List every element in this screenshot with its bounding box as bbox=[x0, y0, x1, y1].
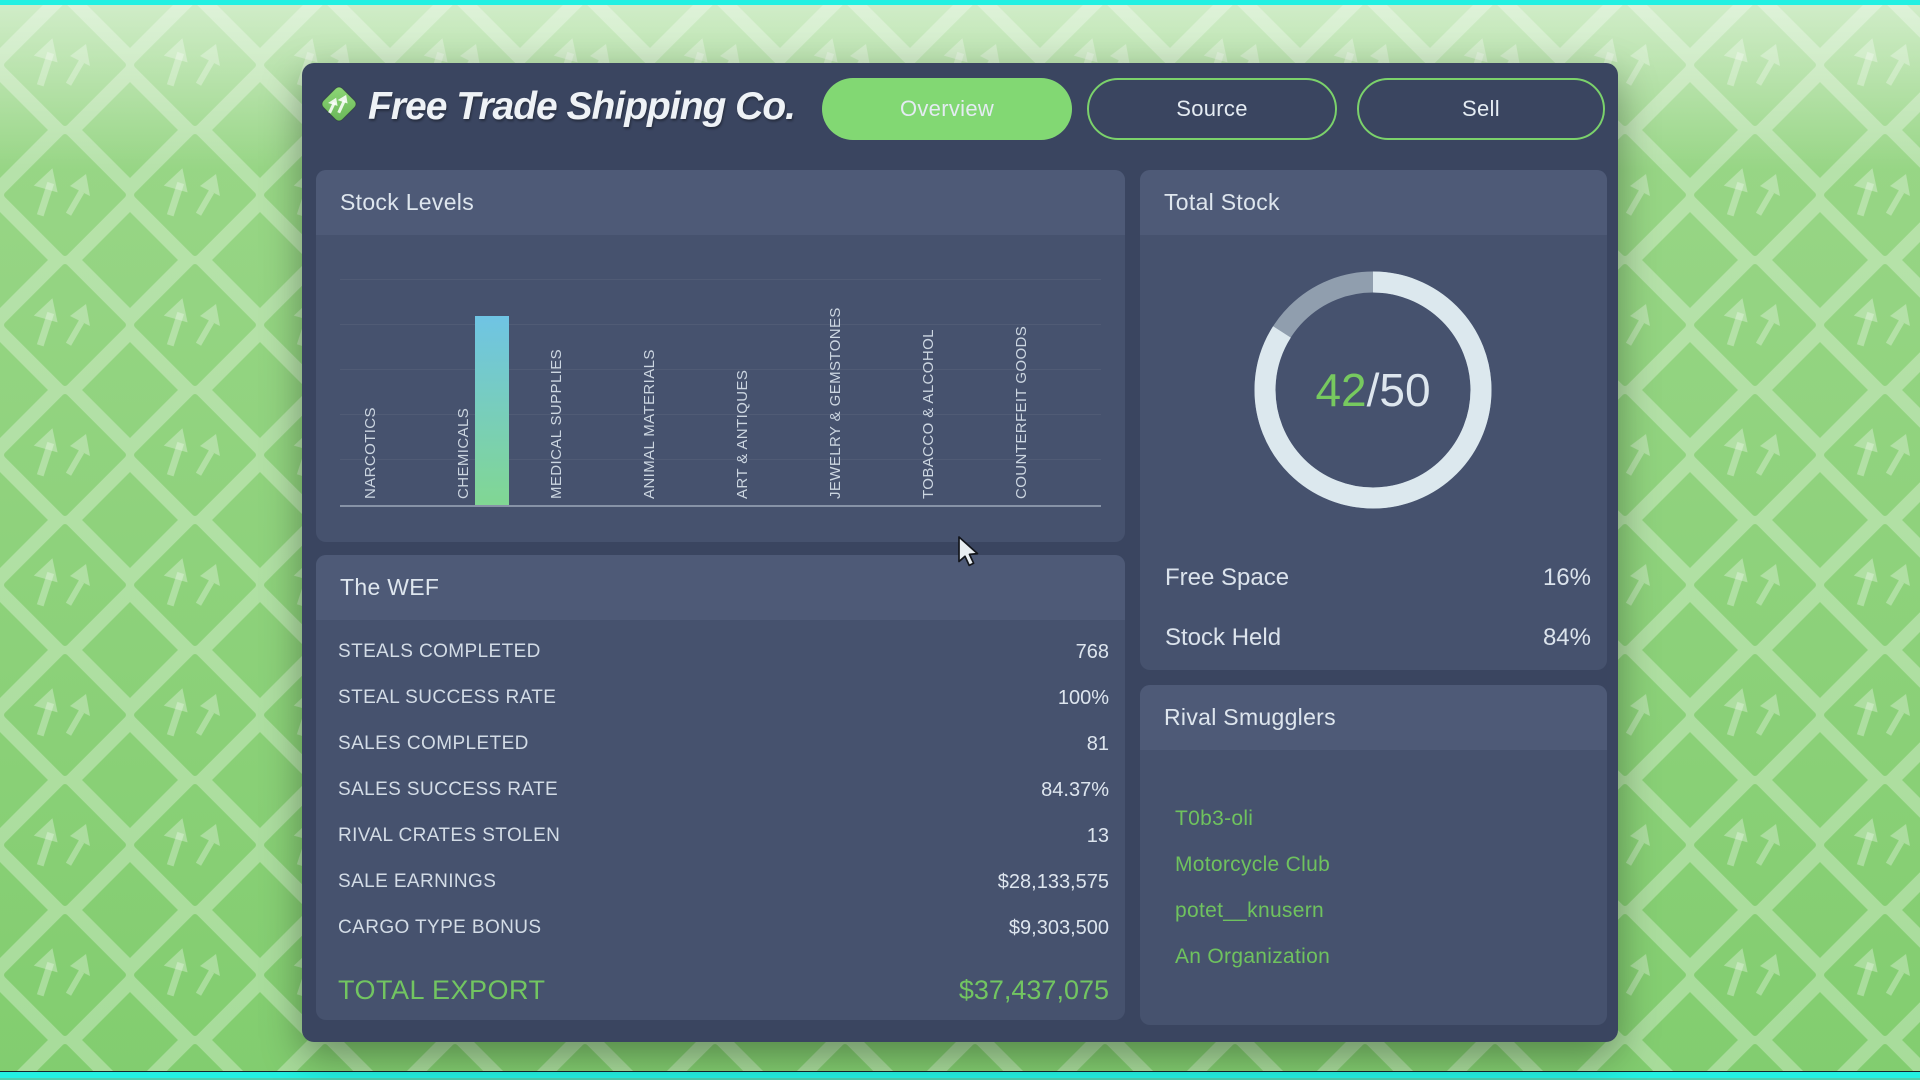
category-label-jewelry-gemstones: JEWELRY & GEMSTONES bbox=[827, 307, 844, 499]
gridline-20 bbox=[340, 414, 1101, 415]
total-export-label: TOTAL EXPORT bbox=[338, 974, 546, 1005]
category-label-animal-materials: ANIMAL MATERIALS bbox=[641, 349, 658, 499]
category-label-counterfeit-goods: COUNTERFEIT GOODS bbox=[1013, 325, 1030, 499]
brand-logo-icon bbox=[321, 86, 357, 122]
rival-smugglers-panel: Rival Smugglers T0b3-oli Motorcycle Club p… bbox=[1140, 685, 1607, 1025]
app-title: Free Trade Shipping Co. bbox=[368, 85, 796, 128]
total-stock-donut bbox=[1254, 271, 1492, 509]
stat-label: STEAL SUCCESS RATE bbox=[338, 687, 557, 708]
stock-levels-title: Stock Levels bbox=[316, 170, 1125, 235]
rival-item-0[interactable]: T0b3-oli bbox=[1175, 807, 1254, 830]
wef-stats-list: STEALS COMPLETED 768 STEAL SUCCESS RATE 100… bbox=[338, 629, 1109, 1013]
stock-held-row: Stock Held 84% bbox=[1165, 620, 1591, 656]
gridline-50 bbox=[340, 279, 1101, 280]
rival-smugglers-list: T0b3-oli Motorcycle Club potet__knusern An … bbox=[1175, 807, 1587, 991]
stat-label: STEALS COMPLETED bbox=[338, 641, 541, 662]
total-stock-panel: Total Stock 42/50 Free Space 16% Stock H… bbox=[1140, 170, 1607, 670]
rival-item-3[interactable]: An Organization bbox=[1175, 945, 1331, 968]
wef-row-5: SALE EARNINGS $28,133,575 bbox=[338, 859, 1109, 905]
wef-row-4: RIVAL CRATES STOLEN 13 bbox=[338, 813, 1109, 859]
stat-label: SALES SUCCESS RATE bbox=[338, 779, 559, 800]
stock-levels-chart: NARCOTICS CHEMICALS MEDICAL SUPPLIES ANIMAL… bbox=[340, 242, 1101, 507]
wef-row-6: CARGO TYPE BONUS $9,303,500 bbox=[338, 905, 1109, 951]
stock-held-value: 84% bbox=[1542, 624, 1591, 651]
stat-value: $9,303,500 bbox=[1008, 916, 1109, 939]
stat-label: SALE EARNINGS bbox=[338, 871, 497, 892]
free-space-value: 16% bbox=[1542, 564, 1591, 591]
stock-separator: / bbox=[1366, 364, 1380, 416]
stat-value: 100% bbox=[1057, 686, 1109, 709]
stat-value: 13 bbox=[1086, 824, 1109, 847]
total-export-value: $37,437,075 bbox=[958, 974, 1109, 1005]
category-label-tobacco-alcohol: TOBACCO & ALCOHOL bbox=[920, 329, 937, 499]
category-label-narcotics: NARCOTICS bbox=[362, 407, 379, 499]
free-space-row: Free Space 16% bbox=[1165, 560, 1591, 596]
wef-total-row: TOTAL EXPORT $37,437,075 bbox=[338, 967, 1109, 1013]
stat-value: 768 bbox=[1075, 640, 1109, 663]
stock-levels-panel: Stock Levels NARCOTICS CHEMICALS MEDICAL S… bbox=[316, 170, 1125, 542]
bar-chemicals bbox=[475, 316, 509, 505]
stat-label: SALES COMPLETED bbox=[338, 733, 529, 754]
top-cyan-edge bbox=[0, 0, 1920, 5]
tab-source[interactable]: Source bbox=[1087, 78, 1337, 140]
wef-title: The WEF bbox=[316, 555, 1125, 620]
wef-panel: The WEF STEALS COMPLETED 768 STEAL SUCCESS… bbox=[316, 555, 1125, 1020]
tab-sell[interactable]: Sell bbox=[1357, 78, 1605, 140]
category-label-art-antiques: ART & ANTIQUES bbox=[734, 369, 751, 499]
stock-current: 42 bbox=[1315, 364, 1367, 416]
stat-value: 81 bbox=[1086, 732, 1109, 755]
stat-label: RIVAL CRATES STOLEN bbox=[338, 825, 561, 846]
stat-value: $28,133,575 bbox=[997, 870, 1109, 893]
total-stock-readout: 42/50 bbox=[1248, 265, 1498, 515]
rival-item-2[interactable]: potet__knusern bbox=[1175, 899, 1324, 922]
total-stock-title: Total Stock bbox=[1140, 170, 1607, 235]
gridline-10 bbox=[340, 459, 1101, 460]
category-label-chemicals: CHEMICALS bbox=[455, 407, 472, 499]
category-label-medical-supplies: MEDICAL SUPPLIES bbox=[548, 348, 565, 499]
gridline-40 bbox=[340, 324, 1101, 325]
rival-item-1[interactable]: Motorcycle Club bbox=[1175, 853, 1331, 876]
bottom-cyan-edge bbox=[0, 1071, 1920, 1080]
free-space-label: Free Space bbox=[1165, 564, 1290, 591]
stock-held-label: Stock Held bbox=[1165, 624, 1282, 651]
wef-row-3: SALES SUCCESS RATE 84.37% bbox=[338, 767, 1109, 813]
wef-row-2: SALES COMPLETED 81 bbox=[338, 721, 1109, 767]
wef-row-0: STEALS COMPLETED 768 bbox=[338, 629, 1109, 675]
tab-overview[interactable]: Overview bbox=[822, 78, 1072, 140]
stat-value: 84.37% bbox=[1041, 778, 1109, 801]
stock-capacity: 50 bbox=[1379, 364, 1431, 416]
stat-label: CARGO TYPE BONUS bbox=[338, 917, 542, 938]
wef-row-1: STEAL SUCCESS RATE 100% bbox=[338, 675, 1109, 721]
rival-smugglers-title: Rival Smugglers bbox=[1140, 685, 1607, 750]
mouse-cursor bbox=[958, 536, 979, 567]
gridline-30 bbox=[340, 369, 1101, 370]
app-window: Free Trade Shipping Co. Stock Levels NAR… bbox=[302, 63, 1618, 1042]
